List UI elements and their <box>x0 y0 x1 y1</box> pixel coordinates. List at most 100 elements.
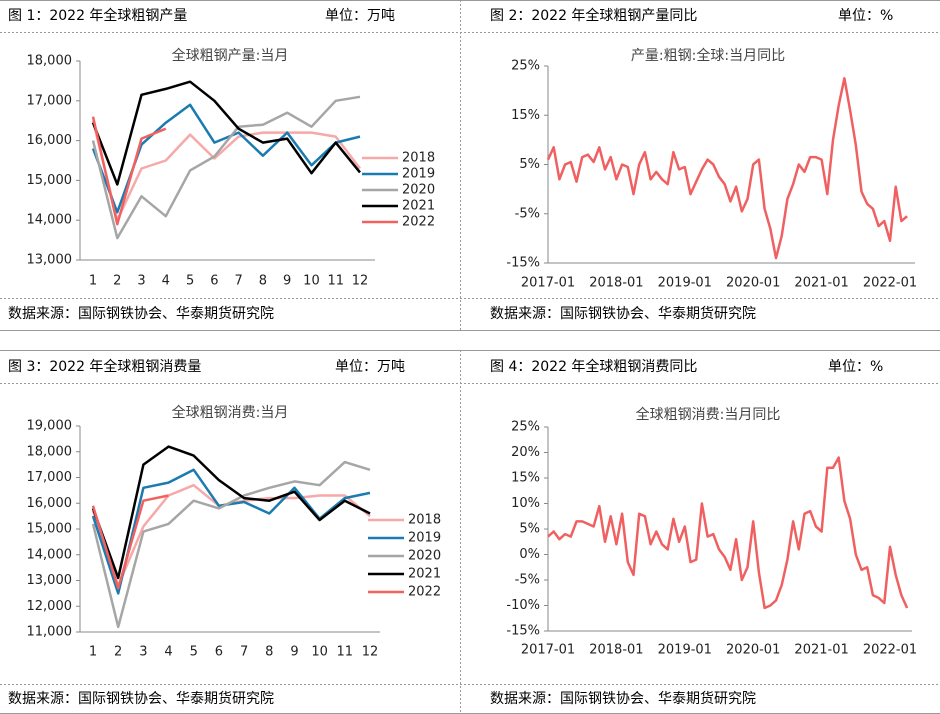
y-tick-label: 17,000 <box>27 93 73 108</box>
series-line <box>91 120 361 222</box>
y-tick-label: 0% <box>519 547 540 562</box>
x-tick-label: 8 <box>259 274 267 289</box>
legend-label: 2022 <box>402 215 435 230</box>
chart-title: 全球粗钢消费:当月 <box>172 404 289 421</box>
x-tick-label: 2018-01 <box>589 276 643 291</box>
y-tick-label: 11,000 <box>27 625 73 640</box>
y-tick-label: -10% <box>506 598 540 613</box>
x-tick-label: 2022-01 <box>863 276 917 291</box>
legend-label: 2018 <box>408 513 441 528</box>
series-line <box>91 494 169 590</box>
y-tick-label: -15% <box>506 256 540 271</box>
y-tick-label: 13,000 <box>27 573 73 588</box>
y-tick-label: 25% <box>511 420 540 435</box>
x-tick-label: 6 <box>215 645 223 660</box>
panel-unit: 单位：万吨 <box>325 8 395 24</box>
panel-source: 数据来源：国际钢铁协会、华泰期货研究院 <box>490 690 756 707</box>
x-tick-label: 9 <box>283 274 291 289</box>
chart-title: 产量:粗钢:全球:当月同比 <box>631 47 785 64</box>
series-line <box>546 77 908 260</box>
x-tick-label: 2021-01 <box>794 276 848 291</box>
y-tick-label: 5% <box>519 522 540 537</box>
y-tick-label: 12,000 <box>27 599 73 614</box>
x-tick-label: 1 <box>89 274 97 289</box>
x-tick-label: 7 <box>240 645 248 660</box>
x-tick-label: 9 <box>290 645 298 660</box>
x-tick-label: 6 <box>210 274 218 289</box>
legend-label: 2019 <box>402 167 435 182</box>
x-tick-label: 2019-01 <box>658 276 712 291</box>
legend-label: 2020 <box>408 549 441 564</box>
panel-source: 数据来源：国际钢铁协会、华泰期货研究院 <box>490 305 756 322</box>
x-tick-label: 12 <box>362 645 379 660</box>
x-tick-label: 5 <box>190 645 198 660</box>
x-tick-label: 11 <box>327 274 344 289</box>
x-tick-label: 12 <box>352 274 369 289</box>
y-tick-label: 14,000 <box>27 213 73 228</box>
y-tick-label: 19,000 <box>27 419 73 434</box>
y-tick-label: 10% <box>511 496 540 511</box>
x-tick-label: 10 <box>303 274 320 289</box>
legend-label: 2021 <box>402 199 435 214</box>
y-tick-label: 16,000 <box>27 496 73 511</box>
x-tick-label: 2017-01 <box>521 643 575 658</box>
x-tick-label: 2019-01 <box>658 643 712 658</box>
x-tick-label: 3 <box>139 645 147 660</box>
series-line <box>91 460 371 629</box>
panel-source: 数据来源：国际钢铁协会、华泰期货研究院 <box>8 305 274 322</box>
y-tick-label: 13,000 <box>27 253 73 268</box>
series-line <box>91 95 361 240</box>
panel-unit: 单位：% <box>828 359 883 375</box>
y-tick-label: 17,000 <box>27 470 73 485</box>
y-tick-label: 14,000 <box>27 547 73 562</box>
y-tick-label: -5% <box>515 573 540 588</box>
x-tick-label: 4 <box>164 645 172 660</box>
y-tick-label: 15,000 <box>27 173 73 188</box>
x-tick-label: 2020-01 <box>726 276 780 291</box>
panel-header: 图 4：2022 年全球粗钢消费同比 <box>490 358 697 375</box>
y-tick-label: 16,000 <box>27 133 73 148</box>
series-line <box>91 116 167 226</box>
panel-unit: 单位：万吨 <box>335 359 405 375</box>
legend-label: 2018 <box>402 151 435 166</box>
x-tick-label: 2 <box>113 274 121 289</box>
y-tick-label: 15,000 <box>27 522 73 537</box>
y-tick-label: 15% <box>511 108 540 123</box>
series-line <box>91 445 371 580</box>
legend-label: 2019 <box>408 531 441 546</box>
series-line <box>547 456 909 610</box>
x-tick-label: 8 <box>265 645 273 660</box>
series-line <box>91 80 361 186</box>
y-tick-label: 5% <box>519 157 540 172</box>
panel-unit: 单位：% <box>838 8 893 24</box>
legend-label: 2020 <box>402 183 435 198</box>
y-tick-label: -15% <box>506 624 540 639</box>
x-tick-label: 2020-01 <box>726 643 780 658</box>
panel-source: 数据来源：国际钢铁协会、华泰期货研究院 <box>8 690 274 707</box>
x-tick-label: 2022-01 <box>863 643 917 658</box>
x-tick-label: 2017-01 <box>521 276 575 291</box>
x-tick-label: 11 <box>337 645 354 660</box>
x-tick-label: 5 <box>186 274 194 289</box>
x-tick-label: 7 <box>234 274 242 289</box>
x-tick-label: 2 <box>114 645 122 660</box>
y-tick-label: 25% <box>511 59 540 74</box>
y-tick-label: 20% <box>511 445 540 460</box>
y-tick-label: 18,000 <box>27 444 73 459</box>
y-tick-label: 15% <box>511 471 540 486</box>
chart-title: 全球粗钢消费:当月同比 <box>636 406 781 423</box>
series-line <box>91 103 361 214</box>
x-tick-label: 2021-01 <box>794 643 848 658</box>
x-tick-label: 10 <box>311 645 328 660</box>
x-tick-label: 2018-01 <box>589 643 643 658</box>
panel-header: 图 3：2022 年全球粗钢消费量 <box>8 358 201 375</box>
panel-header: 图 2：2022 年全球粗钢产量同比 <box>490 7 697 24</box>
panel-header: 图 1：2022 年全球粗钢产量 <box>8 7 187 24</box>
x-tick-label: 4 <box>162 274 170 289</box>
y-tick-label: 18,000 <box>27 54 73 69</box>
x-tick-label: 1 <box>89 645 97 660</box>
chart-title: 全球粗钢产量:当月 <box>172 47 289 64</box>
y-tick-label: -5% <box>515 206 540 221</box>
